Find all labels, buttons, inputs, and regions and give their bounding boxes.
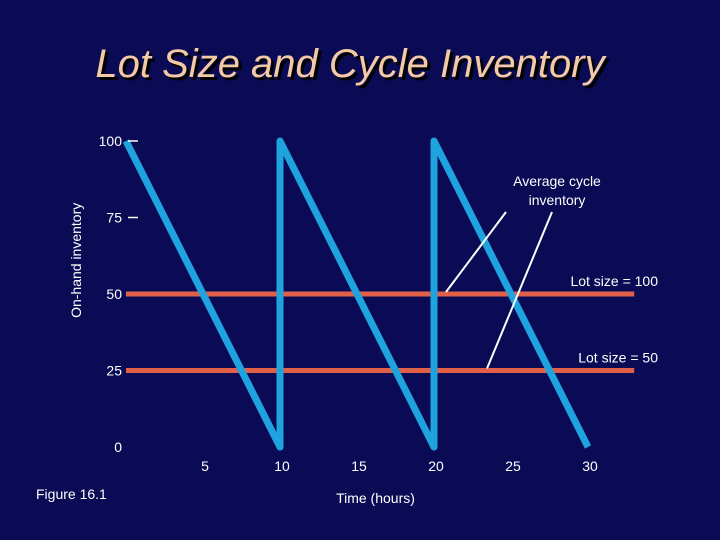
figure-label: Figure 16.1 [36,486,107,502]
y-tick-label-50: 50 [106,286,122,302]
annotation-pointer-2 [486,211,553,369]
axis-ticks: 0 25 50 75 100 5 10 15 20 25 30 [99,133,598,474]
annotation-text-line-2: inventory [529,192,586,208]
x-tick-label-25: 25 [505,458,521,474]
slide-title: Lot Size and Cycle Inventory [95,42,605,86]
x-tick-label-10: 10 [274,458,290,474]
x-tick-label-5: 5 [201,458,209,474]
lot-size-label-1: Lot size = 100 [570,273,658,289]
y-tick-label-0: 0 [114,439,122,455]
y-axis-label: On-hand inventory [68,203,84,318]
y-tick-label-75: 75 [106,210,122,226]
sawtooth-series [122,137,592,451]
y-tick-label-25: 25 [106,363,122,379]
x-tick-label-30: 30 [582,458,598,474]
x-tick-label-15: 15 [351,458,367,474]
sawtooth-line-1 [122,137,592,451]
chart-labels: Time (hours) On-hand inventory Lot size = … [68,173,658,506]
x-tick-label-20: 20 [428,458,444,474]
annotation-pointer-1 [445,211,507,293]
y-tick-label-100: 100 [99,133,123,149]
x-axis-label: Time (hours) [336,490,415,506]
lot-size-label-2: Lot size = 50 [578,350,658,366]
annotation-text-line-1: Average cycle [513,173,601,189]
